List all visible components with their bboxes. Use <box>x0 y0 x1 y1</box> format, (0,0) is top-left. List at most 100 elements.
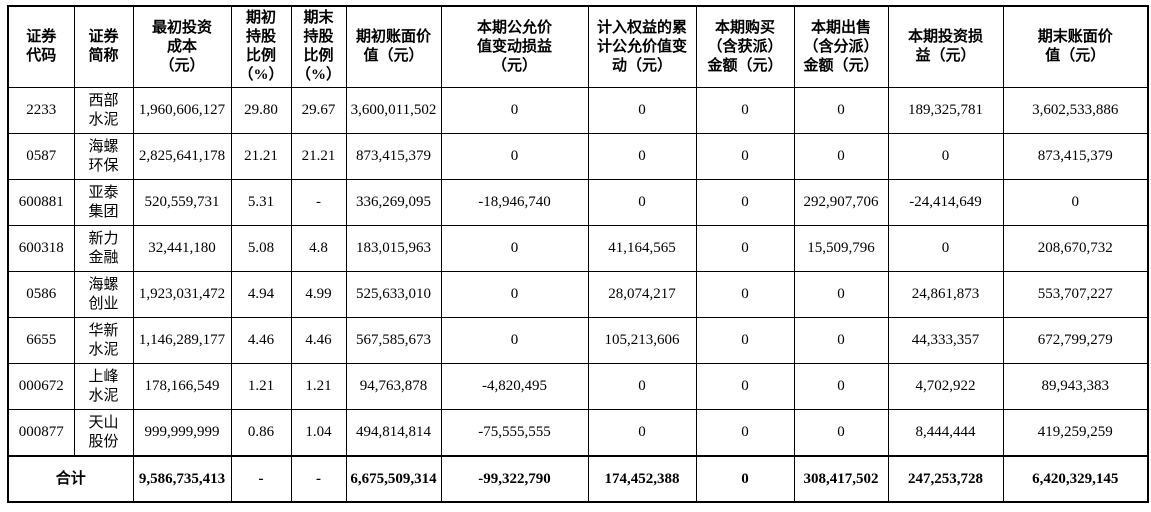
cell-security-code: 600881 <box>7 179 75 226</box>
cell-sale-amount: 292,907,706 <box>793 179 889 226</box>
cell-beginning-shareholding-ratio: 21.21 <box>230 133 292 180</box>
cell-ending-shareholding-ratio: 4.8 <box>290 225 347 272</box>
cell-sale-amount: 0 <box>793 133 889 180</box>
cell-security-code: 0587 <box>7 133 75 180</box>
cell-fair-value-change-gain-loss: -75,555,555 <box>440 409 589 457</box>
cell-beginning-shareholding-ratio: 0.86 <box>230 409 292 457</box>
cell-security-name: 华新 水泥 <box>73 317 134 364</box>
cell-sale-amount: 15,509,796 <box>793 225 889 272</box>
cell-ending-shareholding-ratio: 1.21 <box>290 363 347 410</box>
cell-ending-book-value: 672,799,279 <box>1002 317 1149 364</box>
cell-ending-book-value: 208,670,732 <box>1002 225 1149 272</box>
cell-initial-investment-cost: 2,825,641,178 <box>132 133 232 180</box>
cell-beginning-shareholding-ratio: 4.46 <box>230 317 292 364</box>
column-header-investment-gain-loss: 本期投资损 益（元） <box>887 5 1004 88</box>
cell-ending-book-value: 89,943,383 <box>1002 363 1149 410</box>
cell-purchase-amount: 0 <box>695 271 795 318</box>
cell-security-code: 000672 <box>7 363 75 410</box>
column-header-security-code: 证券 代码 <box>7 5 75 88</box>
total-ending-shareholding-ratio: - <box>290 455 347 503</box>
cell-security-code: 600318 <box>7 225 75 272</box>
total-ending-book-value: 6,420,329,145 <box>1002 455 1149 503</box>
cell-purchase-amount: 0 <box>695 363 795 410</box>
cell-investment-gain-loss: 24,861,873 <box>887 271 1004 318</box>
cell-cumulative-fair-value-change-in-equity: 0 <box>587 87 697 134</box>
cell-ending-book-value: 553,707,227 <box>1002 271 1149 318</box>
report-page: 证券 代码 证券 简称 最初投资 成本 （元） 期初 持股 比例 （%） 期末 持股 比… <box>0 5 1151 512</box>
cell-beginning-shareholding-ratio: 1.21 <box>230 363 292 410</box>
table-footer: 合计 9,586,735,413- -6,675,509,314 -99,322,79… <box>7 455 1149 503</box>
total-initial-investment-cost: 9,586,735,413 <box>132 455 232 503</box>
cell-purchase-amount: 0 <box>695 133 795 180</box>
column-header-beginning-shareholding-ratio: 期初 持股 比例 （%） <box>230 5 292 88</box>
cell-purchase-amount: 0 <box>695 317 795 364</box>
total-fair-value-change-gain-loss: -99,322,790 <box>440 455 589 503</box>
column-header-initial-investment-cost: 最初投资 成本 （元） <box>132 5 232 88</box>
cell-ending-shareholding-ratio: 4.46 <box>290 317 347 364</box>
cell-beginning-book-value: 494,814,814 <box>345 409 442 457</box>
cell-investment-gain-loss: 4,702,922 <box>887 363 1004 410</box>
cell-cumulative-fair-value-change-in-equity: 105,213,606 <box>587 317 697 364</box>
table-row: 0587 海螺 环保 2,825,641,178 21.21 21.21 873,415,… <box>7 133 1149 180</box>
total-investment-gain-loss: 247,253,728 <box>887 455 1004 503</box>
total-sale-amount: 308,417,502 <box>793 455 889 503</box>
cell-sale-amount: 0 <box>793 363 889 410</box>
column-header-ending-shareholding-ratio: 期末 持股 比例 （%） <box>290 5 347 88</box>
table-row: 600881 亚泰 集团 520,559,731 5.31-336,269,095 -1… <box>7 179 1149 226</box>
table-row: 000672 上峰 水泥 178,166,549 1.21 1.21 94,763,878… <box>7 363 1149 410</box>
total-label: 合计 <box>7 455 134 503</box>
cell-beginning-book-value: 567,585,673 <box>345 317 442 364</box>
cell-ending-shareholding-ratio: 29.67 <box>290 87 347 134</box>
cell-security-code: 0586 <box>7 271 75 318</box>
cell-cumulative-fair-value-change-in-equity: 28,074,217 <box>587 271 697 318</box>
cell-sale-amount: 0 <box>793 271 889 318</box>
cell-purchase-amount: 0 <box>695 179 795 226</box>
cell-sale-amount: 0 <box>793 317 889 364</box>
cell-cumulative-fair-value-change-in-equity: 0 <box>587 133 697 180</box>
cell-security-code: 2233 <box>7 87 75 134</box>
cell-beginning-shareholding-ratio: 5.08 <box>230 225 292 272</box>
cell-initial-investment-cost: 999,999,999 <box>132 409 232 457</box>
table-row: 600318 新力 金融 32,441,180 5.08 4.8 183,015,963 0… <box>7 225 1149 272</box>
table-body: 2233 西部 水泥 1,960,606,127 29.80 29.67 3,600,01… <box>7 87 1149 457</box>
cell-purchase-amount: 0 <box>695 87 795 134</box>
cell-cumulative-fair-value-change-in-equity: 0 <box>587 363 697 410</box>
cell-initial-investment-cost: 1,960,606,127 <box>132 87 232 134</box>
cell-fair-value-change-gain-loss: 0 <box>440 317 589 364</box>
cell-security-name: 新力 金融 <box>73 225 134 272</box>
total-purchase-amount: 0 <box>695 455 795 503</box>
column-header-beginning-book-value: 期初账面价 值（元） <box>345 5 442 88</box>
table-header: 证券 代码 证券 简称 最初投资 成本 （元） 期初 持股 比例 （%） 期末 持股 比… <box>7 5 1149 88</box>
column-header-ending-book-value: 期末账面价 值（元） <box>1002 5 1149 88</box>
cell-fair-value-change-gain-loss: 0 <box>440 225 589 272</box>
cell-beginning-book-value: 873,415,379 <box>345 133 442 180</box>
cell-investment-gain-loss: -24,414,649 <box>887 179 1004 226</box>
cell-fair-value-change-gain-loss: 0 <box>440 133 589 180</box>
cell-fair-value-change-gain-loss: -18,946,740 <box>440 179 589 226</box>
column-header-cumulative-fair-value-change-in-equity: 计入权益的累 计公允价值变 动（元） <box>587 5 697 88</box>
cell-cumulative-fair-value-change-in-equity: 0 <box>587 409 697 457</box>
cell-investment-gain-loss: 8,444,444 <box>887 409 1004 457</box>
securities-investment-table: 证券 代码 证券 简称 最初投资 成本 （元） 期初 持股 比例 （%） 期末 持股 比… <box>7 5 1149 503</box>
cell-initial-investment-cost: 1,923,031,472 <box>132 271 232 318</box>
cell-security-code: 6655 <box>7 317 75 364</box>
cell-security-name: 海螺 环保 <box>73 133 134 180</box>
cell-fair-value-change-gain-loss: -4,820,495 <box>440 363 589 410</box>
column-header-security-name: 证券 简称 <box>73 5 134 88</box>
cell-cumulative-fair-value-change-in-equity: 0 <box>587 179 697 226</box>
cell-ending-book-value: 419,259,259 <box>1002 409 1149 457</box>
cell-sale-amount: 0 <box>793 87 889 134</box>
cell-investment-gain-loss: 189,325,781 <box>887 87 1004 134</box>
cell-initial-investment-cost: 178,166,549 <box>132 363 232 410</box>
total-cumulative-fair-value-change-in-equity: 174,452,388 <box>587 455 697 503</box>
cell-security-name: 亚泰 集团 <box>73 179 134 226</box>
cell-beginning-shareholding-ratio: 4.94 <box>230 271 292 318</box>
cell-investment-gain-loss: 0 <box>887 133 1004 180</box>
cell-beginning-book-value: 525,633,010 <box>345 271 442 318</box>
cell-initial-investment-cost: 32,441,180 <box>132 225 232 272</box>
cell-ending-shareholding-ratio: 1.04 <box>290 409 347 457</box>
cell-beginning-shareholding-ratio: 29.80 <box>230 87 292 134</box>
cell-security-name: 西部 水泥 <box>73 87 134 134</box>
cell-beginning-book-value: 183,015,963 <box>345 225 442 272</box>
cell-ending-book-value: 873,415,379 <box>1002 133 1149 180</box>
